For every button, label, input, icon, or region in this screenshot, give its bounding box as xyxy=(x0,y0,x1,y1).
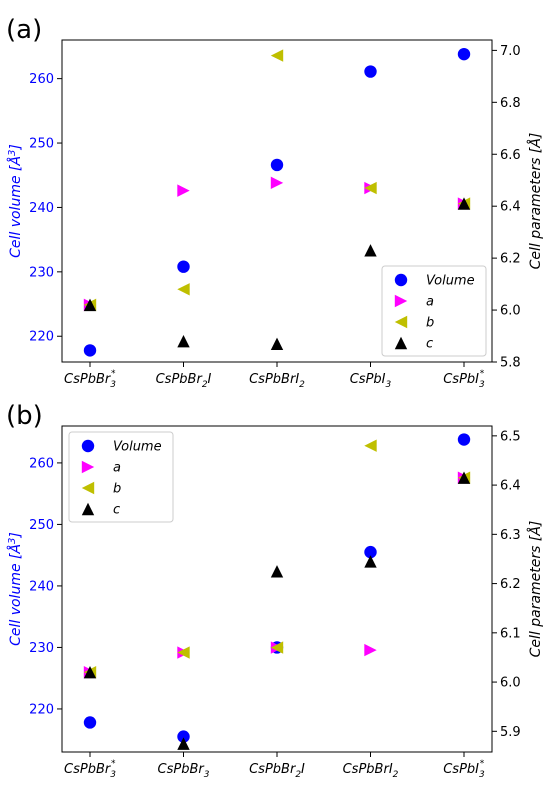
panel-label: (a) xyxy=(6,15,42,45)
point-c-0 xyxy=(83,666,97,679)
point-volume-2 xyxy=(270,158,284,172)
x-tick-label-3: CsPbBrI2 xyxy=(343,762,399,780)
x-tick-label-1: CsPbBr3 xyxy=(158,762,210,780)
point-b-1 xyxy=(177,646,190,659)
left-tick-label-0: 220 xyxy=(29,702,54,717)
legend-label-a: a xyxy=(426,295,434,310)
right-tick-label-2: 6.2 xyxy=(500,252,521,267)
right-tick-label-6: 7.0 xyxy=(500,44,521,59)
left-axis-title: Cell volume [Å3] xyxy=(7,532,24,646)
legend-marker-volume xyxy=(394,273,408,287)
legend-label-a: a xyxy=(113,461,121,476)
series-c xyxy=(83,471,471,750)
left-tick-label-2: 240 xyxy=(29,201,54,216)
point-c-2 xyxy=(270,565,284,578)
left-tick-label-4: 260 xyxy=(29,456,54,471)
left-tick-label-4: 260 xyxy=(29,72,54,87)
right-tick-label-1: 6.0 xyxy=(500,304,521,319)
x-tick-label-2: CsPbBr2I xyxy=(249,762,305,780)
x-tick-label-3: CsPbI3 xyxy=(350,372,392,390)
legend-marker-c xyxy=(81,502,95,516)
legend-label-volume: Volume xyxy=(113,440,162,455)
right-tick-label-3: 6.2 xyxy=(500,577,521,592)
point-c-0 xyxy=(83,298,97,312)
point-volume-4 xyxy=(457,47,471,61)
point-b-2 xyxy=(270,641,284,654)
x-tick-label-4: CsPbI3* xyxy=(443,369,485,390)
point-volume-3 xyxy=(364,65,377,78)
series-c xyxy=(83,197,471,351)
series-volume xyxy=(83,47,471,357)
right-tick-label-4: 6.3 xyxy=(500,528,521,543)
legend-marker-a xyxy=(81,460,95,474)
point-b-3 xyxy=(364,181,377,195)
legend: Volume abc xyxy=(68,431,174,523)
legend-label-b: b xyxy=(426,316,434,331)
legend: Volume abc xyxy=(381,265,487,357)
panel-label: (b) xyxy=(6,401,43,431)
x-tick-label-0: CsPbBr3* xyxy=(64,369,116,390)
legend-marker-b xyxy=(394,315,408,329)
legend-label-b: b xyxy=(113,482,121,497)
legend-box xyxy=(68,431,174,523)
left-tick-label-2: 240 xyxy=(29,579,54,594)
right-axis-title: Cell parameters [Å] xyxy=(527,133,544,270)
point-volume-1 xyxy=(177,260,190,273)
point-c-3 xyxy=(364,555,377,568)
panel-b: (b) 220 230 240 250 260 5.9 6.0 6.1 6.2 6.3 6.4 6.5 C… xyxy=(6,401,544,780)
point-c-4 xyxy=(457,197,471,210)
right-tick-label-3: 6.4 xyxy=(500,200,521,215)
right-tick-label-2: 6.1 xyxy=(500,626,521,641)
legend-marker-a xyxy=(394,294,408,308)
point-c-3 xyxy=(364,244,377,257)
right-tick-label-5: 6.4 xyxy=(500,479,521,494)
point-volume-0 xyxy=(83,716,97,729)
right-tick-label-1: 6.0 xyxy=(500,676,521,691)
right-tick-label-4: 6.6 xyxy=(500,148,521,163)
point-c-2 xyxy=(270,337,284,351)
legend-marker-volume xyxy=(81,439,95,453)
point-volume-1 xyxy=(177,730,190,743)
right-axis-title: Cell parameters [Å] xyxy=(527,521,544,658)
right-tick-label-0: 5.8 xyxy=(500,356,521,371)
left-tick-label-0: 220 xyxy=(29,330,54,345)
legend-marker-c xyxy=(394,336,408,350)
point-volume-3 xyxy=(364,545,377,559)
point-volume-0 xyxy=(83,344,97,357)
left-tick-label-3: 250 xyxy=(29,137,54,152)
legend-label-c: c xyxy=(426,337,433,352)
left-axis-title: Cell volume [Å3] xyxy=(7,144,24,258)
point-a-1 xyxy=(177,184,190,197)
x-tick-label-4: CsPbI3* xyxy=(443,759,485,780)
left-tick-label-1: 230 xyxy=(29,641,54,656)
point-b-2 xyxy=(270,49,284,62)
x-tick-label-2: CsPbBrI2 xyxy=(249,372,305,390)
panel-a: (a) 220 230 240 250 260 5.8 6.0 6.2 6.4 6.6 6.8 7.0 C… xyxy=(6,15,544,390)
point-c-4 xyxy=(457,471,471,484)
right-tick-label-0: 5.9 xyxy=(500,725,521,740)
point-volume-4 xyxy=(457,433,471,446)
x-tick-label-1: CsPbBr2I xyxy=(156,372,212,390)
legend-box xyxy=(381,265,487,357)
legend-marker-b xyxy=(81,481,95,495)
right-tick-label-6: 6.5 xyxy=(500,429,521,444)
x-tick-label-0: CsPbBr3* xyxy=(64,759,116,780)
legend-label-volume: Volume xyxy=(426,274,475,289)
point-a-3 xyxy=(364,643,377,657)
point-c-1 xyxy=(177,335,190,348)
point-b-3 xyxy=(364,439,377,452)
point-c-1 xyxy=(177,737,190,750)
right-tick-label-5: 6.8 xyxy=(500,96,521,111)
legend-label-c: c xyxy=(113,503,120,518)
left-tick-label-3: 250 xyxy=(29,518,54,533)
point-a-2 xyxy=(270,176,284,190)
left-tick-label-1: 230 xyxy=(29,265,54,280)
point-b-1 xyxy=(177,283,190,296)
